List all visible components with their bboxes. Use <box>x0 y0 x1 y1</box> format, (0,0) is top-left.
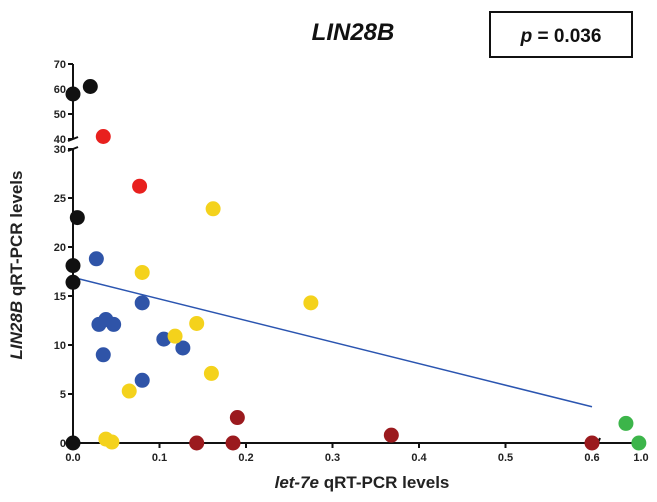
x-tick-label: 0.3 <box>325 452 340 464</box>
data-point-blue <box>88 251 104 267</box>
data-point-yellow <box>167 328 183 344</box>
x-tick-label: 0.1 <box>152 452 167 464</box>
y-tick-label: 15 <box>54 291 66 303</box>
data-point-blue <box>134 372 150 388</box>
x-tick-label: 0.2 <box>238 452 253 464</box>
x-tick-label: 0.4 <box>411 452 427 464</box>
data-point-darkred <box>229 410 245 426</box>
regression-line <box>72 276 593 408</box>
data-point-green <box>618 415 634 431</box>
data-point-black <box>65 258 81 274</box>
y-tick-label: 50 <box>54 109 66 121</box>
y-axis-label-rest: qRT-PCR levels <box>7 171 26 301</box>
data-point-yellow <box>205 201 221 217</box>
x-axis-label-gene: let-7e <box>275 473 319 492</box>
data-point-black <box>82 79 98 94</box>
x-tick-label: 0.6 <box>584 452 599 464</box>
data-point-yellow <box>189 315 205 331</box>
data-point-red <box>95 129 111 144</box>
data-point-blue <box>134 295 150 311</box>
data-point-red <box>132 178 148 194</box>
p-value-label: p = 0.036 <box>520 26 602 47</box>
x-axis-label-rest: qRT-PCR levels <box>319 473 449 492</box>
y-tick-label: 10 <box>54 340 66 352</box>
data-point-blue <box>175 340 191 356</box>
p-value-box <box>489 11 633 58</box>
y-axis-label: LIN28B qRT-PCR levels <box>7 171 26 360</box>
y-tick-label: 20 <box>54 242 66 254</box>
y-tick-label: 70 <box>54 59 66 71</box>
x-axis-label: let-7e qRT-PCR levels <box>275 473 450 492</box>
data-point-yellow <box>104 434 120 450</box>
p-value: = 0.036 <box>532 26 601 47</box>
data-point-blue <box>95 347 111 363</box>
x-tick-label: 0.0 <box>65 452 80 464</box>
y-tick-label: 60 <box>54 84 66 96</box>
data-point-yellow <box>121 383 137 399</box>
y-tick-label: 30 <box>54 144 66 156</box>
data-point-blue <box>156 331 172 347</box>
data-point-yellow <box>303 295 319 311</box>
x-tick-label: 0.5 <box>498 452 513 464</box>
data-point-black <box>69 210 85 226</box>
data-point-darkred <box>383 427 399 443</box>
chart-title: LIN28B <box>312 19 395 46</box>
data-points <box>65 79 647 451</box>
data-point-black <box>65 435 81 451</box>
y-tick-label: 5 <box>60 389 66 401</box>
x-tick-label: 1.0 <box>633 452 648 464</box>
data-point-green <box>631 435 647 451</box>
data-point-darkred <box>584 435 600 451</box>
data-point-blue <box>106 316 122 332</box>
y-tick-label: 0 <box>60 438 66 450</box>
y-axis-label-gene: LIN28B <box>7 301 26 360</box>
p-symbol: p <box>520 26 533 47</box>
data-point-yellow <box>134 264 150 280</box>
regression-line-group <box>72 276 593 408</box>
axes <box>67 64 641 449</box>
data-point-yellow <box>203 365 219 381</box>
y-tick-label: 40 <box>54 134 66 146</box>
data-point-darkred <box>225 435 241 451</box>
y-tick-label: 25 <box>54 193 66 205</box>
data-point-black <box>65 86 81 102</box>
data-point-black <box>65 274 81 290</box>
data-point-darkred <box>189 435 205 451</box>
